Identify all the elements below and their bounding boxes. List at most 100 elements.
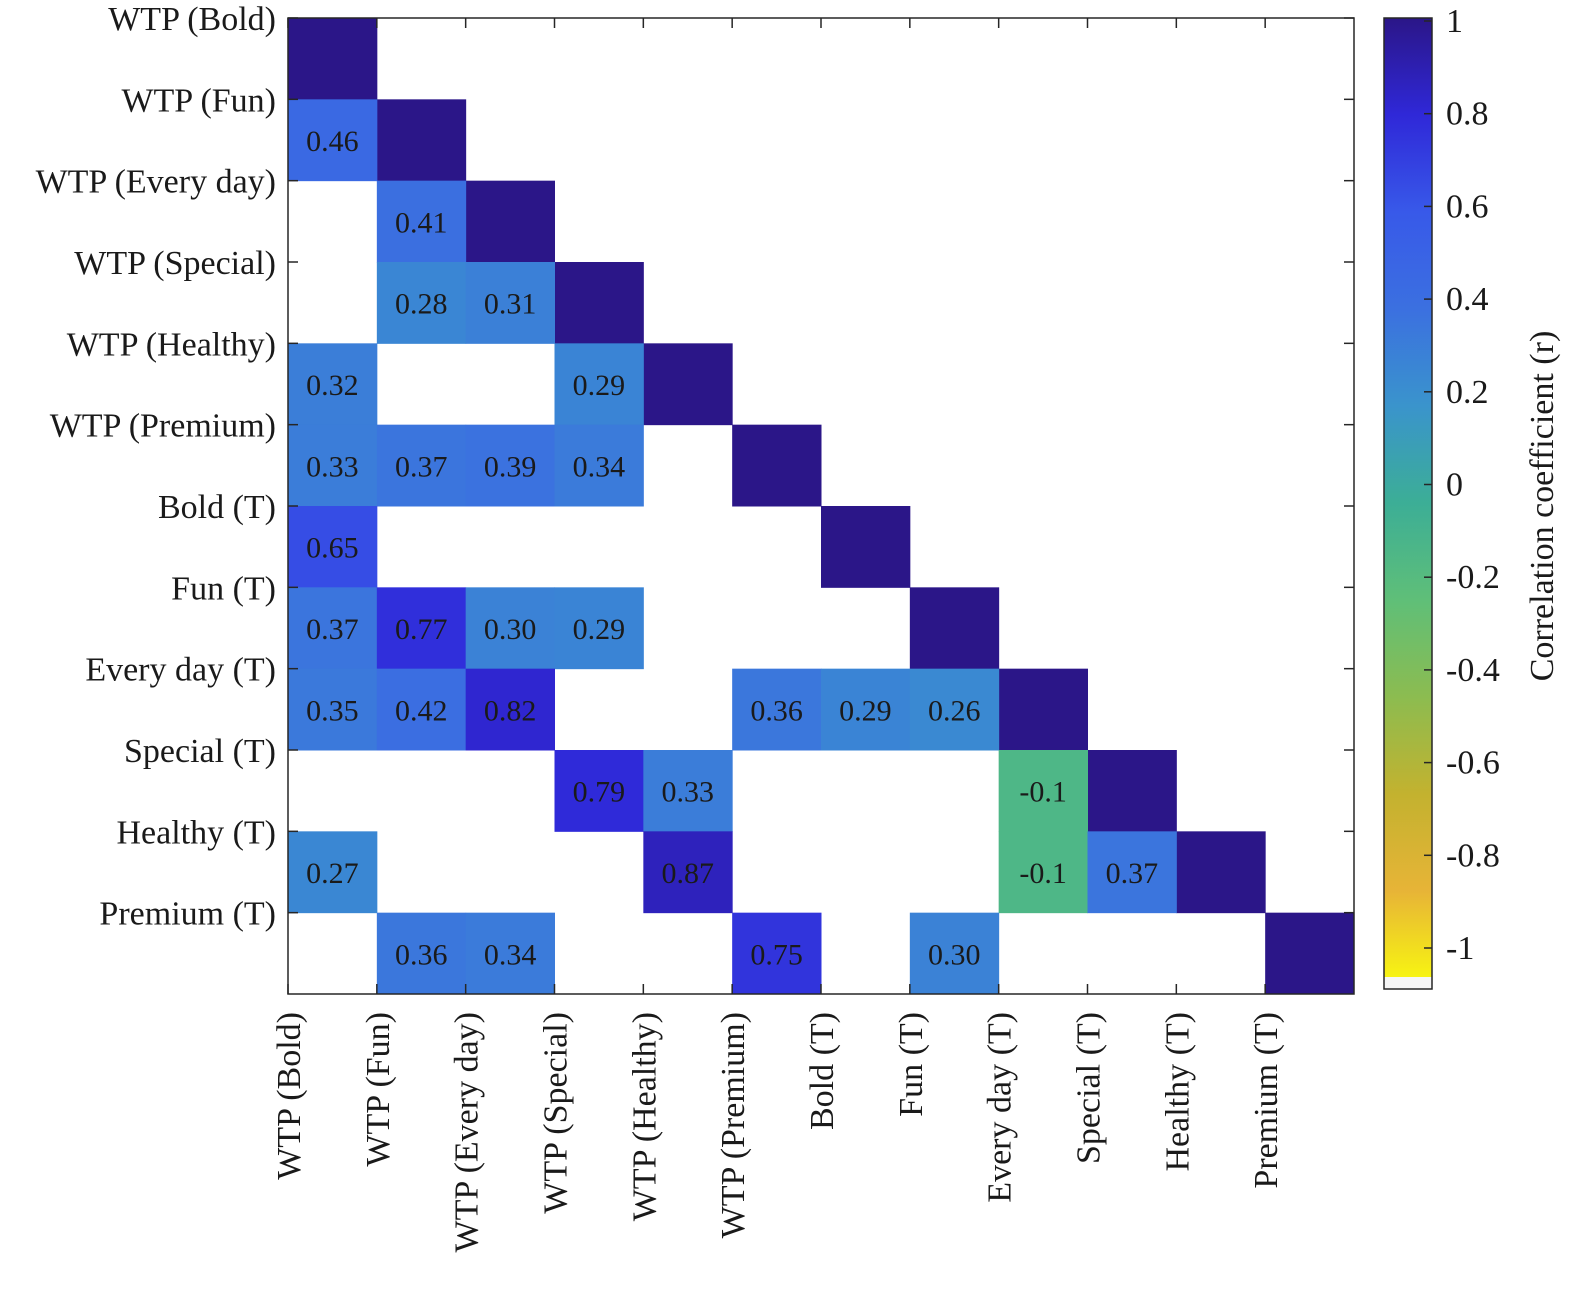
colorbar-undefined-swatch [1384,977,1432,989]
heatmap-cell-label: 0.29 [573,369,626,402]
x-tick-label: Fun (T) [893,1012,930,1117]
heatmap-cell [288,506,378,588]
heatmap-cell-diagonal [465,180,555,263]
heatmap-cell-label: 0.34 [573,450,626,483]
heatmap-cell [554,424,644,507]
heatmap-cell [465,262,555,344]
heatmap-cell [376,424,467,507]
y-tick-label: WTP (Healthy) [67,326,276,363]
heatmap-cell [376,912,467,995]
heatmap-cell-label: 0.39 [484,450,537,483]
colorbar-tick-label: 0 [1446,467,1463,504]
y-tick-label: WTP (Every day) [36,164,276,201]
heatmap-cell-diagonal [554,262,644,344]
heatmap-cell-label: 0.75 [750,938,803,971]
heatmap-cell-label: 0.26 [928,694,981,727]
y-tick-label: WTP (Premium) [50,408,276,445]
colorbar-label: Correlation coefficient (r) [1524,331,1561,682]
heatmap-cell-label: 0.33 [306,450,359,483]
heatmap-cell [288,668,378,751]
heatmap-cell-label: 0.27 [306,857,359,890]
heatmap-cell-diagonal [909,587,1000,670]
y-tick-label: Healthy (T) [116,814,276,851]
heatmap-cell [909,912,1000,995]
heatmap-cell-label: 0.37 [395,450,448,483]
x-tick-label: WTP (Premium) [715,1012,752,1238]
colorbar-tick-label: -0.4 [1446,652,1500,689]
heatmap-cell-label: 0.77 [395,613,448,646]
heatmap-cell [288,831,378,914]
heatmap-cell-label: 0.30 [928,938,981,971]
heatmap-cell-diagonal [821,506,911,588]
heatmap-cell-label: 0.37 [1106,857,1159,890]
heatmap-cell-label: 0.29 [839,694,892,727]
colorbar-ticks: 1 0.8 0.6 0.4 0.2 0 -0.2 -0.4 -0.6 -0.8 -1 [1424,3,1500,967]
x-tick-label: WTP (Special) [538,1012,575,1214]
heatmap-cell-labels: 0.46 0.41 0.28 0.31 0.32 0.29 0.33 0.37 0.39 0.34… [306,125,1158,971]
heatmap-cell [554,343,644,426]
heatmap-cell-label: 0.35 [306,694,359,727]
heatmap-cell-label: 0.28 [395,288,448,321]
x-tick-label: WTP (Bold) [271,1012,308,1180]
y-tick-label: Premium (T) [99,896,276,933]
heatmap-cell [376,587,467,670]
heatmap-cell [376,180,467,263]
heatmap-cells [288,18,1355,995]
x-tick-label: Bold (T) [804,1012,841,1130]
axis-ticks [287,17,1354,994]
colorbar-tick-label: -0.2 [1446,559,1500,596]
heatmap-cell-label: 0.30 [484,613,537,646]
heatmap-cell-diagonal [288,18,378,100]
heatmap-cell-diagonal [1265,912,1355,995]
heatmap-cell [643,831,733,914]
heatmap-cell-label: -0.1 [1019,857,1067,890]
heatmap-cell-label: 0.36 [750,694,803,727]
x-tick-label: Every day (T) [982,1012,1019,1203]
x-tick-label: WTP (Healthy) [626,1012,663,1221]
y-tick-label: WTP (Bold) [108,1,276,38]
heatmap-cell-label: 0.65 [306,532,359,565]
heatmap-cell-label: 0.87 [662,857,715,890]
colorbar-tick-label: 0.4 [1446,281,1489,318]
heatmap-cell [554,587,644,670]
colorbar-tick-label: -0.6 [1446,745,1500,782]
colorbar-tick-label: -1 [1446,930,1474,967]
heatmap-cell-label: 0.32 [306,369,359,402]
heatmap-cell [998,750,1088,832]
heatmap-cell [732,912,822,995]
y-tick-label: Fun (T) [171,570,276,607]
heatmap-cell [821,668,911,751]
heatmap-cell-label: 0.29 [573,613,626,646]
heatmap-cell-diagonal [1087,750,1177,832]
heatmap-cell [288,99,378,182]
y-tick-label: Every day (T) [85,652,276,689]
colorbar-frame [1383,17,1433,990]
heatmap-cell [909,668,1000,751]
heatmap-cell-label: 0.79 [573,776,626,809]
colorbar [1384,18,1432,988]
heatmap-cell [288,424,378,507]
x-axis-labels: WTP (Bold) WTP (Fun) WTP (Every day) WTP (S… [271,1012,1285,1252]
heatmap-cell [1087,831,1177,914]
y-tick-label: Special (T) [124,733,276,770]
heatmap-cell-label: 0.31 [484,288,537,321]
heatmap-cell-diagonal [1176,831,1266,914]
colorbar-tick-label: -0.8 [1446,837,1500,874]
heatmap-cell [288,343,378,426]
heatmap-cell [288,587,378,670]
y-tick-label: WTP (Special) [74,245,276,282]
heatmap-cell-label: 0.34 [484,938,537,971]
x-tick-label: WTP (Fun) [360,1012,397,1167]
heatmap-cell-label: 0.42 [395,694,448,727]
heatmap-cell [732,668,822,751]
heatmap-cell [376,668,467,751]
heatmap-cell-label: -0.1 [1019,776,1067,809]
colorbar-tick-label: 1 [1446,3,1463,40]
colorbar-tick-label: 0.6 [1446,188,1489,225]
heatmap-cell [465,424,555,507]
colorbar-tick-label: 0.2 [1446,374,1489,411]
heatmap-cell-label: 0.36 [395,938,448,971]
heatmap-cell-label: 0.33 [662,776,715,809]
heatmap-cell-diagonal [732,424,822,507]
